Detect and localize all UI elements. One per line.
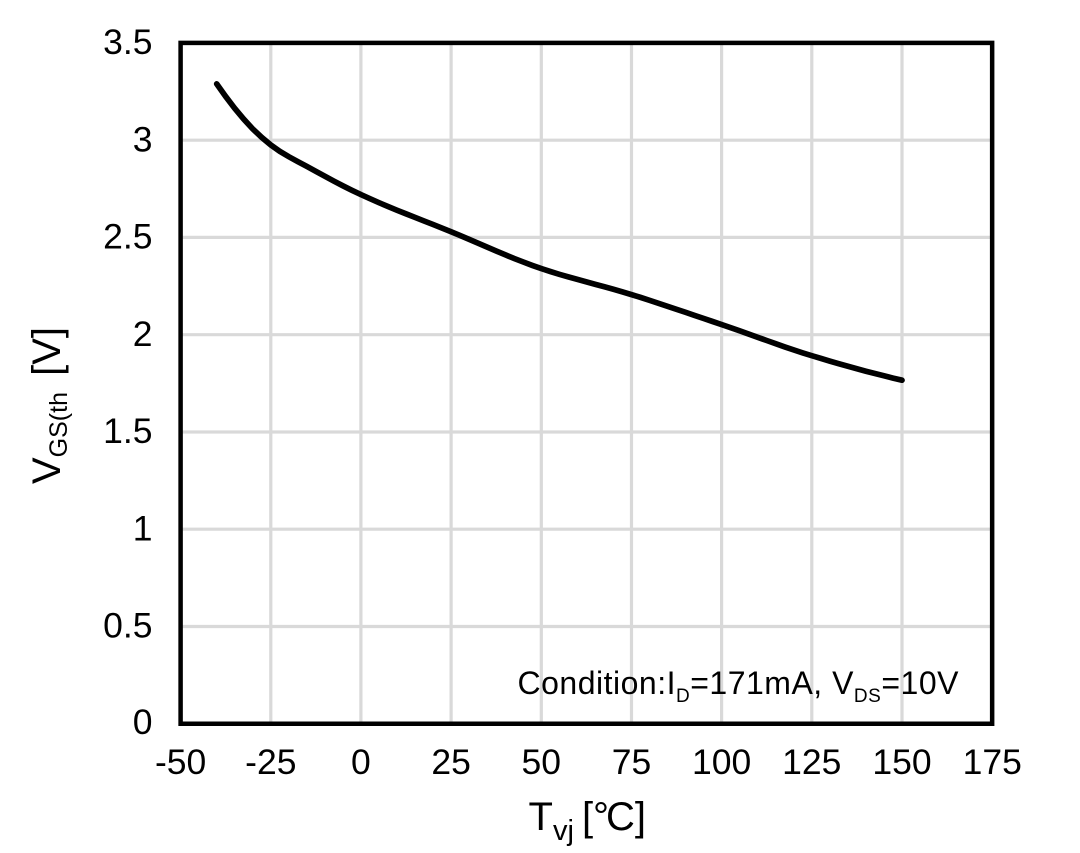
svg-text:0.5: 0.5 (103, 606, 152, 646)
svg-text:0: 0 (133, 702, 153, 742)
svg-text:3: 3 (133, 120, 153, 160)
svg-text:1.5: 1.5 (103, 411, 152, 451)
svg-text:75: 75 (612, 742, 652, 782)
svg-text:175: 175 (963, 742, 1022, 782)
svg-text:Condition:ID=171mA, VDS=10V: Condition:ID=171mA, VDS=10V (518, 665, 960, 707)
svg-text:150: 150 (872, 742, 931, 782)
svg-text:-25: -25 (245, 742, 296, 782)
svg-text:0: 0 (351, 742, 371, 782)
svg-text:125: 125 (782, 742, 841, 782)
svg-text:2: 2 (133, 314, 153, 354)
svg-text:Tvj [°C]: Tvj [°C] (529, 795, 647, 847)
svg-text:100: 100 (692, 742, 751, 782)
svg-text:-50: -50 (155, 742, 206, 782)
svg-text:VGS(th [V]: VGS(th [V] (25, 327, 73, 484)
svg-text:50: 50 (522, 742, 562, 782)
svg-text:3.5: 3.5 (103, 22, 152, 62)
svg-text:25: 25 (431, 742, 471, 782)
svg-text:2.5: 2.5 (103, 217, 152, 257)
svg-text:1: 1 (133, 509, 153, 549)
